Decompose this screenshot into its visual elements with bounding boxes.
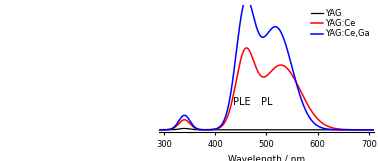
X-axis label: Wavelength / nm: Wavelength / nm <box>228 155 305 161</box>
Legend: YAG, YAG:Ce, YAG:Ce,Ga: YAG, YAG:Ce, YAG:Ce,Ga <box>311 9 370 38</box>
Text: PLE: PLE <box>233 97 251 107</box>
Text: PL: PL <box>261 97 272 107</box>
